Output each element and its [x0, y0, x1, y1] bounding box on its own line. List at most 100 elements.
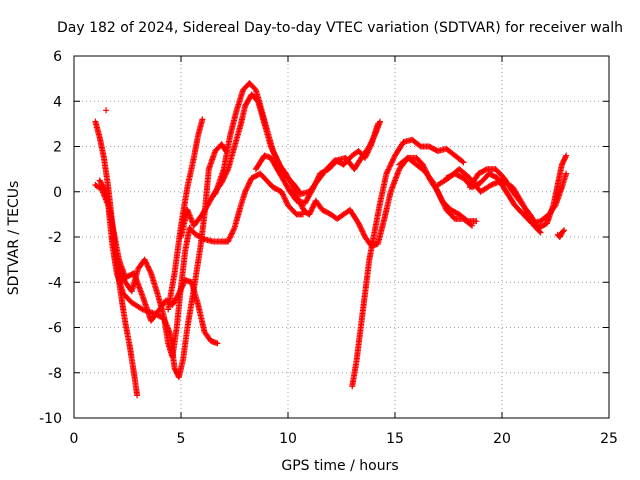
data-point: [388, 159, 395, 166]
data-point: [227, 234, 234, 241]
data-point: [271, 150, 278, 157]
data-point: [369, 136, 376, 143]
y-tick-label: 0: [53, 185, 62, 201]
data-point: [356, 223, 363, 230]
data-point: [102, 187, 109, 194]
data-point: [430, 179, 437, 186]
data-point: [313, 178, 320, 185]
data-point: [145, 264, 152, 271]
data-point: [434, 188, 441, 195]
data-point: [146, 266, 153, 273]
data-points: [92, 80, 570, 399]
data-point: [371, 132, 378, 139]
data-point: [314, 176, 321, 183]
y-tick-label: -4: [48, 275, 62, 291]
data-point: [315, 174, 322, 181]
data-point: [435, 190, 442, 197]
data-point: [273, 154, 280, 161]
data-point: [437, 193, 444, 200]
data-point: [142, 257, 149, 264]
y-tick-label: 2: [53, 140, 62, 156]
y-tick-label: 6: [53, 49, 62, 65]
data-point: [370, 133, 377, 140]
data-point: [389, 158, 396, 165]
data-point: [282, 196, 289, 203]
data-point: [310, 203, 317, 210]
data-point: [367, 140, 374, 147]
data-point: [384, 167, 391, 174]
y-axis-label: SDTVAR / TECUs: [6, 181, 22, 296]
data-point: [368, 138, 375, 145]
data-point: [359, 228, 366, 235]
data-point: [288, 180, 295, 187]
data-point: [279, 190, 286, 197]
data-point: [355, 220, 362, 227]
data-point: [308, 207, 315, 214]
data-point: [377, 118, 384, 125]
y-tick-label: -8: [48, 366, 62, 382]
data-point: [311, 182, 318, 189]
data-point: [356, 221, 363, 228]
x-tick-label: 5: [177, 431, 186, 447]
data-point: [307, 208, 314, 215]
data-point: [312, 180, 319, 187]
data-point: [435, 189, 442, 196]
x-tick-label: 25: [600, 431, 618, 447]
x-tick-label: 20: [493, 431, 511, 447]
data-point: [309, 185, 316, 192]
data-point: [313, 177, 320, 184]
data-point: [146, 267, 153, 274]
data-point: [368, 139, 375, 146]
data-point: [308, 205, 315, 212]
data-point: [246, 179, 253, 186]
data-point: [227, 233, 234, 240]
data-point: [245, 181, 252, 188]
data-point: [228, 231, 235, 238]
x-axis-label: GPS time / hours: [281, 458, 398, 474]
data-point: [283, 199, 290, 206]
data-point: [387, 162, 394, 169]
data-point: [463, 217, 470, 224]
data-point: [272, 153, 279, 160]
x-tick-label: 15: [386, 431, 404, 447]
data-point: [383, 170, 390, 177]
data-point: [144, 262, 151, 269]
data-point: [384, 169, 391, 176]
data-point: [309, 204, 316, 211]
data-point: [225, 237, 232, 244]
data-point: [230, 226, 237, 233]
data-point: [306, 211, 313, 218]
data-point: [200, 235, 207, 242]
data-point: [134, 392, 141, 399]
data-point: [147, 268, 154, 275]
data-point: [357, 224, 364, 231]
y-tick-label: -2: [48, 230, 62, 246]
data-point: [247, 177, 254, 184]
data-point: [242, 187, 249, 194]
data-point: [225, 238, 232, 245]
data-point: [229, 229, 236, 236]
data-point: [228, 230, 235, 237]
data-point: [214, 340, 221, 347]
data-point: [536, 228, 543, 235]
data-point: [358, 225, 365, 232]
data-point: [315, 173, 322, 180]
data-point: [433, 185, 440, 192]
data-point: [372, 131, 379, 138]
data-point: [433, 186, 440, 193]
data-point: [537, 229, 544, 236]
data-point: [143, 260, 150, 267]
data-point: [281, 195, 288, 202]
data-point: [142, 259, 149, 266]
data-point: [459, 158, 466, 165]
data-point: [243, 186, 250, 193]
data-point: [390, 155, 397, 162]
data-point: [279, 191, 286, 198]
y-tick-label: 4: [53, 94, 62, 110]
data-point: [437, 195, 444, 202]
y-tick-label: -6: [48, 321, 62, 337]
data-point: [246, 180, 253, 187]
